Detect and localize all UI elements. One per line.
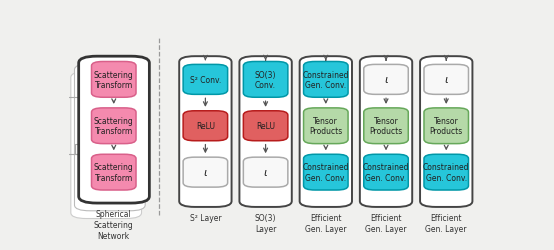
Text: ReLU: ReLU — [196, 122, 215, 131]
Text: Tensor
Products: Tensor Products — [429, 116, 463, 136]
FancyBboxPatch shape — [91, 108, 136, 144]
Text: SO(3)
Layer: SO(3) Layer — [255, 213, 276, 233]
FancyBboxPatch shape — [243, 111, 288, 141]
Text: Constrained
Gen. Conv.: Constrained Gen. Conv. — [363, 163, 409, 182]
FancyBboxPatch shape — [304, 62, 348, 98]
FancyBboxPatch shape — [91, 155, 136, 190]
Text: ι: ι — [444, 75, 448, 85]
Text: SO(3)
Conv.: SO(3) Conv. — [255, 70, 276, 90]
Text: Efficient
Gen. Layer: Efficient Gen. Layer — [365, 213, 407, 233]
Text: Constrained
Gen. Conv.: Constrained Gen. Conv. — [302, 70, 349, 90]
FancyBboxPatch shape — [420, 57, 473, 207]
FancyBboxPatch shape — [179, 57, 232, 207]
FancyBboxPatch shape — [243, 62, 288, 98]
FancyBboxPatch shape — [424, 155, 469, 190]
FancyBboxPatch shape — [239, 57, 292, 207]
Text: Spherical
Scattering
Network: Spherical Scattering Network — [94, 209, 134, 240]
FancyBboxPatch shape — [424, 108, 469, 144]
Text: Constrained
Gen. Conv.: Constrained Gen. Conv. — [423, 163, 469, 182]
FancyBboxPatch shape — [364, 65, 408, 95]
Text: ι: ι — [203, 168, 207, 177]
FancyBboxPatch shape — [71, 72, 141, 219]
FancyBboxPatch shape — [183, 111, 228, 141]
FancyBboxPatch shape — [183, 65, 228, 95]
Text: Tensor
Products: Tensor Products — [370, 116, 403, 136]
Text: S² Layer: S² Layer — [189, 213, 221, 222]
FancyBboxPatch shape — [91, 62, 136, 98]
Text: ι: ι — [264, 168, 268, 177]
FancyBboxPatch shape — [364, 155, 408, 190]
Text: Scattering
Transform: Scattering Transform — [94, 70, 134, 90]
FancyBboxPatch shape — [74, 65, 145, 211]
Text: ReLU: ReLU — [256, 122, 275, 131]
FancyBboxPatch shape — [364, 108, 408, 144]
FancyBboxPatch shape — [304, 155, 348, 190]
FancyBboxPatch shape — [304, 108, 348, 144]
FancyBboxPatch shape — [424, 65, 469, 95]
FancyBboxPatch shape — [183, 158, 228, 187]
Text: Constrained
Gen. Conv.: Constrained Gen. Conv. — [302, 163, 349, 182]
Text: Efficient
Gen. Layer: Efficient Gen. Layer — [425, 213, 467, 233]
FancyBboxPatch shape — [79, 57, 150, 203]
FancyBboxPatch shape — [360, 57, 412, 207]
Text: Tensor
Products: Tensor Products — [309, 116, 342, 136]
Text: Scattering
Transform: Scattering Transform — [94, 163, 134, 182]
Text: ι: ι — [384, 75, 388, 85]
Text: Scattering
Transform: Scattering Transform — [94, 116, 134, 136]
FancyBboxPatch shape — [243, 158, 288, 187]
Text: S² Conv.: S² Conv. — [190, 76, 221, 84]
Text: Efficient
Gen. Layer: Efficient Gen. Layer — [305, 213, 347, 233]
FancyBboxPatch shape — [300, 57, 352, 207]
